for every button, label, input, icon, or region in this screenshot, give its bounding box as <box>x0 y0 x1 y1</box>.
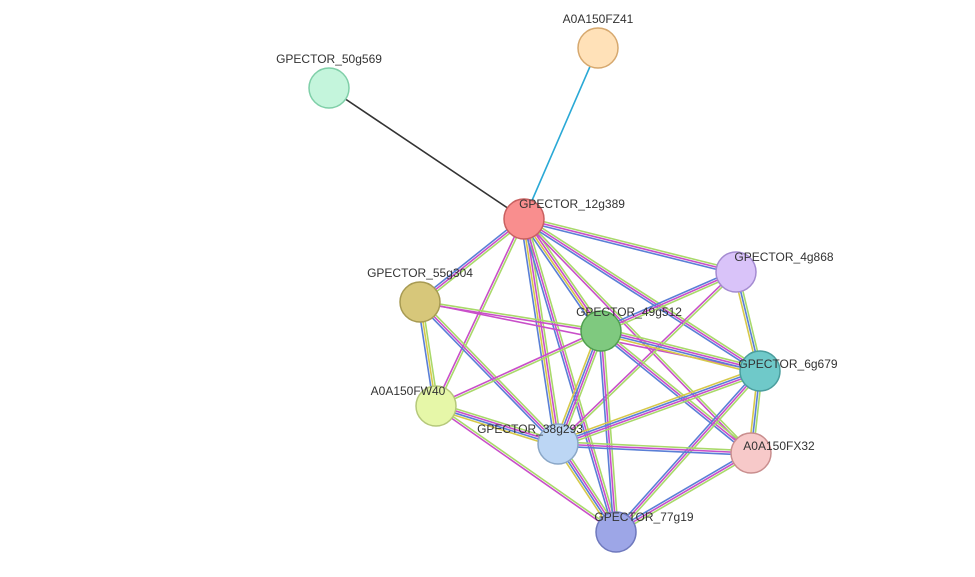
node-circle[interactable] <box>400 282 440 322</box>
node-GPECTOR_50g569[interactable]: GPECTOR_50g569 <box>276 52 382 108</box>
node-A0A150FW40[interactable]: A0A150FW40 <box>371 384 456 426</box>
node-label: A0A150FX32 <box>743 439 815 453</box>
node-label: GPECTOR_55g304 <box>367 266 473 280</box>
edge-green <box>420 301 601 330</box>
node-A0A150FX32[interactable]: A0A150FX32 <box>731 433 815 473</box>
node-GPECTOR_4g868[interactable]: GPECTOR_4g868 <box>716 250 834 292</box>
node-label: GPECTOR_49g512 <box>576 305 682 319</box>
edge-yellow <box>557 368 759 441</box>
node-label: GPECTOR_77g19 <box>594 510 693 524</box>
node-GPECTOR_6g679[interactable]: GPECTOR_6g679 <box>738 351 837 391</box>
node-label: GPECTOR_38g293 <box>477 422 583 436</box>
edge-cyan <box>524 48 598 219</box>
node-GPECTOR_55g304[interactable]: GPECTOR_55g304 <box>367 266 473 322</box>
node-circle[interactable] <box>309 68 349 108</box>
node-label: A0A150FZ41 <box>563 12 634 26</box>
node-label: GPECTOR_4g868 <box>734 250 833 264</box>
node-GPECTOR_77g19[interactable]: GPECTOR_77g19 <box>594 510 693 552</box>
node-label: GPECTOR_6g679 <box>738 357 837 371</box>
nodes-layer: GPECTOR_50g569 A0A150FZ41 GPECTOR_12g389 GP… <box>276 12 838 552</box>
network-graph: GPECTOR_50g569 A0A150FZ41 GPECTOR_12g389 GP… <box>0 0 975 577</box>
edge-black <box>329 88 524 219</box>
node-A0A150FZ41[interactable]: A0A150FZ41 <box>563 12 634 68</box>
node-label: GPECTOR_12g389 <box>519 197 625 211</box>
node-label: A0A150FW40 <box>371 384 446 398</box>
node-circle[interactable] <box>578 28 618 68</box>
node-GPECTOR_12g389[interactable]: GPECTOR_12g389 <box>504 197 625 239</box>
edge-green <box>525 217 761 369</box>
edges-layer <box>329 48 762 534</box>
node-GPECTOR_38g293[interactable]: GPECTOR_38g293 <box>477 422 583 464</box>
edge-magenta <box>558 444 751 453</box>
edge-green <box>558 442 751 451</box>
node-label: GPECTOR_50g569 <box>276 52 382 66</box>
edge-blue <box>558 446 751 455</box>
